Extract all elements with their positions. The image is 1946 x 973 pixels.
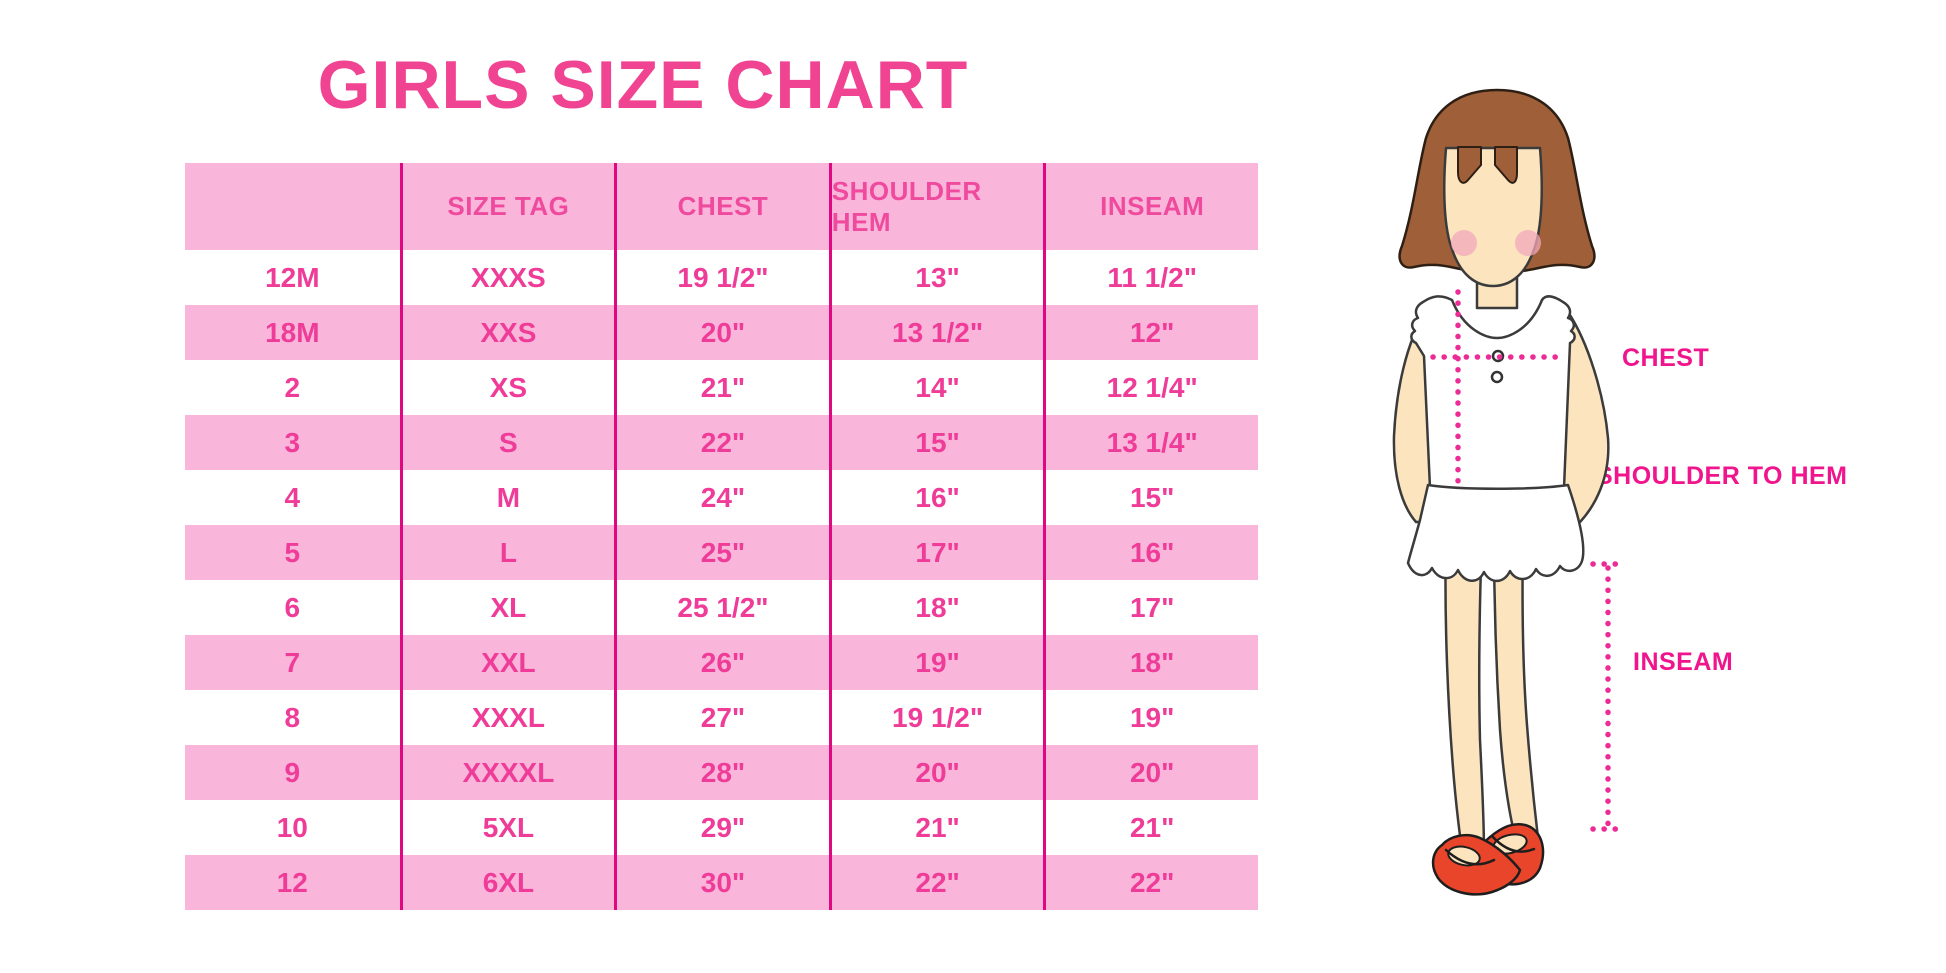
table-cell: XXL xyxy=(399,635,615,690)
table-cell: 12M xyxy=(185,250,400,305)
bang-strand-left xyxy=(1457,146,1482,184)
table-cell: 17" xyxy=(1043,580,1258,635)
leg-left xyxy=(1444,533,1486,854)
table-cell: 19" xyxy=(1043,690,1258,745)
table-cell: XS xyxy=(399,360,615,415)
bang-strand-right xyxy=(1494,146,1518,184)
table-cell: 2 xyxy=(185,360,400,415)
table-cell: 6 xyxy=(185,580,400,635)
table-cell: 22" xyxy=(828,855,1044,910)
measurement-dotted-lines xyxy=(1430,289,1627,832)
table-cell: 3 xyxy=(185,415,400,470)
page-title: GIRLS SIZE CHART xyxy=(317,47,969,123)
table-cell: L xyxy=(399,525,615,580)
shirt-button-bottom xyxy=(1490,370,1504,384)
table-cell: 10 xyxy=(185,800,400,855)
skirt xyxy=(1406,483,1585,583)
shoulder-to-hem-measure-label: SHOULDER TO HEM xyxy=(1596,462,1848,490)
table-cell: 26" xyxy=(614,635,829,690)
table-cell: 22" xyxy=(1043,855,1258,910)
table-cell: 21" xyxy=(1043,800,1258,855)
table-cell: XXS xyxy=(399,305,615,360)
table-cell: 16" xyxy=(828,470,1044,525)
table-cell: 18M xyxy=(185,305,400,360)
table-cell: 29" xyxy=(614,800,829,855)
table-cell: 20" xyxy=(1043,745,1258,800)
table-cell: 24" xyxy=(614,470,829,525)
table-cell: 4 xyxy=(185,470,400,525)
table-cell: 13" xyxy=(828,250,1044,305)
table-cell: M xyxy=(399,470,615,525)
table-cell: 9 xyxy=(185,745,400,800)
table-cell: 14" xyxy=(828,360,1044,415)
table-cell: 16" xyxy=(1043,525,1258,580)
table-cell: 18" xyxy=(828,580,1044,635)
table-cell: 17" xyxy=(828,525,1044,580)
table-cell: S xyxy=(399,415,615,470)
shirt xyxy=(1410,295,1576,493)
table-cell: 13 1/4" xyxy=(1043,415,1258,470)
table-cell: 20" xyxy=(614,305,829,360)
size-table: SIZE TAG CHEST SHOULDER HEM INSEAM 12M XXXS 19… xyxy=(185,163,1258,910)
table-cell: 19" xyxy=(828,635,1044,690)
table-cell: 18" xyxy=(1043,635,1258,690)
table-cell: 19 1/2" xyxy=(614,250,829,305)
table-cell: 19 1/2" xyxy=(828,690,1044,745)
table-cell: 25 1/2" xyxy=(614,580,829,635)
table-cell: 27" xyxy=(614,690,829,745)
table-cell: 5XL xyxy=(399,800,615,855)
table-cell: 22" xyxy=(614,415,829,470)
header-cell-shoulder-hem: SHOULDER HEM xyxy=(828,163,1044,250)
header-cell-blank xyxy=(185,163,400,250)
table-cell: 30" xyxy=(614,855,829,910)
blush-right xyxy=(1515,230,1541,256)
table-cell: 21" xyxy=(614,360,829,415)
table-cell: 5 xyxy=(185,525,400,580)
table-cell: XXXXL xyxy=(399,745,615,800)
table-cell: 12 xyxy=(185,855,400,910)
table-cell: 8 xyxy=(185,690,400,745)
table-cell: XXXS xyxy=(399,250,615,305)
blush-left xyxy=(1451,230,1477,256)
inseam-measure-label: INSEAM xyxy=(1633,648,1734,676)
table-cell: 21" xyxy=(828,800,1044,855)
table-cell: 15" xyxy=(1043,470,1258,525)
table-cell: 12" xyxy=(1043,305,1258,360)
header-cell-chest: CHEST xyxy=(614,163,829,250)
table-cell: 12 1/4" xyxy=(1043,360,1258,415)
girl-figure-illustration xyxy=(1392,88,1627,896)
chest-measure-label: CHEST xyxy=(1622,344,1710,372)
table-cell: XXXL xyxy=(399,690,615,745)
shoe-left xyxy=(1431,833,1522,896)
header-cell-size-tag: SIZE TAG xyxy=(399,163,615,250)
table-cell: 20" xyxy=(828,745,1044,800)
table-cell: 7 xyxy=(185,635,400,690)
table-cell: 11 1/2" xyxy=(1043,250,1258,305)
table-cell: 15" xyxy=(828,415,1044,470)
table-cell: XL xyxy=(399,580,615,635)
table-cell: 28" xyxy=(614,745,829,800)
table-cell: 6XL xyxy=(399,855,615,910)
header-cell-inseam: INSEAM xyxy=(1043,163,1258,250)
table-cell: 25" xyxy=(614,525,829,580)
table-cell: 13 1/2" xyxy=(828,305,1044,360)
